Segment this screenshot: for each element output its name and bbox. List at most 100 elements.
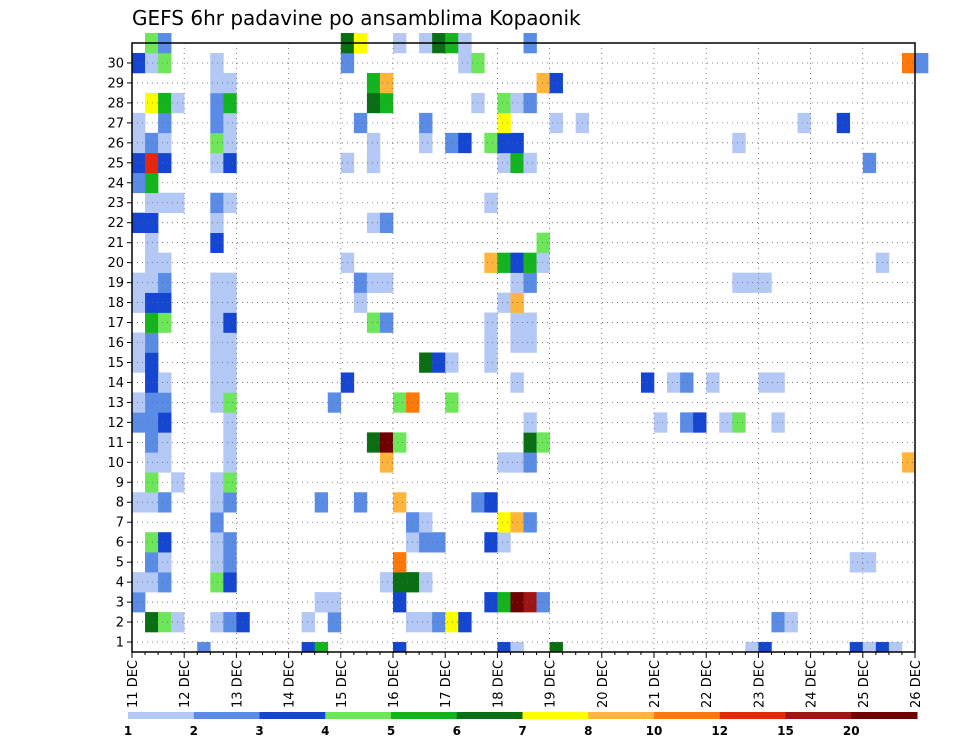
heatmap-cell xyxy=(145,572,159,593)
heatmap-cell xyxy=(523,152,537,174)
heatmap-cell xyxy=(223,532,237,553)
colorbar-swatch xyxy=(325,712,392,719)
x-tick-label: 12 DEC xyxy=(178,660,193,708)
heatmap-cell xyxy=(445,352,459,373)
heatmap-cell xyxy=(327,592,342,613)
heatmap-cell xyxy=(223,132,237,154)
heatmap-cell xyxy=(158,612,172,633)
heatmap-cell xyxy=(210,332,224,353)
heatmap-cell xyxy=(497,252,511,273)
y-tick-label: 29 xyxy=(107,76,124,91)
y-tick-label: 23 xyxy=(107,196,124,211)
heatmap-cell xyxy=(901,452,916,473)
colorbar-swatch xyxy=(588,712,655,719)
heatmap-cell xyxy=(432,352,446,373)
heatmap-cell xyxy=(523,312,537,333)
heatmap-cell xyxy=(458,132,472,154)
heatmap-cell xyxy=(523,412,537,433)
heatmap-cell xyxy=(680,372,694,393)
heatmap-cell xyxy=(353,292,368,313)
colorbar-label: 3 xyxy=(255,724,263,738)
heatmap-cell xyxy=(915,52,929,74)
heatmap-cell xyxy=(497,512,511,533)
heatmap-cell xyxy=(667,372,681,393)
heatmap-cell xyxy=(314,642,329,653)
x-tick-label: 16 DEC xyxy=(387,660,402,708)
heatmap-cell xyxy=(393,642,407,653)
heatmap-cell xyxy=(849,642,864,653)
colorbar-label: 2 xyxy=(190,724,198,738)
heatmap-cell xyxy=(132,132,146,154)
y-tick-label: 9 xyxy=(116,476,124,491)
heatmap-cell xyxy=(497,292,511,313)
x-tick-label: 20 DEC xyxy=(596,660,611,708)
heatmap-cell xyxy=(132,212,146,233)
heatmap-cell xyxy=(145,272,159,293)
colorbar-label: 6 xyxy=(453,724,461,738)
x-tick-label: 25 DEC xyxy=(857,660,872,708)
y-tick-label: 24 xyxy=(107,176,124,191)
heatmap-cell xyxy=(510,642,524,653)
heatmap-cell xyxy=(158,492,172,513)
heatmap-cell xyxy=(210,152,224,174)
heatmap-cell xyxy=(210,112,224,134)
heatmap-cell xyxy=(419,512,433,533)
heatmap-cell xyxy=(758,272,772,293)
heatmap-cell xyxy=(223,412,237,433)
heatmap-cell xyxy=(145,552,159,573)
heatmap-cell xyxy=(223,392,237,413)
heatmap-cell xyxy=(353,112,368,134)
heatmap-cell xyxy=(732,272,746,293)
heatmap-cell xyxy=(132,152,146,174)
heatmap-cell xyxy=(210,612,224,633)
y-tick-label: 22 xyxy=(107,216,124,231)
colorbar-swatch xyxy=(193,712,260,719)
colorbar-label: 7 xyxy=(518,724,526,738)
y-tick-label: 28 xyxy=(107,96,124,111)
heatmap-cell xyxy=(549,642,563,653)
heatmap-cell xyxy=(419,612,433,633)
heatmap-cell xyxy=(445,392,459,413)
heatmap-cell xyxy=(132,352,146,373)
heatmap-cell xyxy=(210,132,224,154)
x-tick-label: 11 DEC xyxy=(126,660,141,708)
heatmap-cell xyxy=(536,592,550,613)
heatmap-cell xyxy=(484,192,498,214)
colorbar: 1 2 3 4 5 6 7 8 10 12 15 20 xyxy=(124,712,918,738)
heatmap-cell xyxy=(484,252,498,273)
heatmap-cell xyxy=(458,612,472,633)
colorbar-label: 20 xyxy=(843,724,860,738)
colorbar-label: 5 xyxy=(387,724,395,738)
heatmap-cell xyxy=(366,152,381,174)
colorbar-swatch xyxy=(851,712,918,719)
heatmap-cell xyxy=(497,132,511,154)
heatmap-cell xyxy=(132,592,146,613)
heatmap-cell xyxy=(523,92,537,114)
heatmap-cell xyxy=(314,592,329,613)
y-tick-label: 30 xyxy=(107,56,124,71)
y-tick-label: 21 xyxy=(107,236,124,251)
heatmap-cell xyxy=(419,572,433,593)
heatmap-cell xyxy=(223,92,237,114)
heatmap-cell xyxy=(145,332,159,353)
y-tick-label: 26 xyxy=(107,136,124,151)
x-tick-label: 13 DEC xyxy=(230,660,245,708)
y-tick-label: 2 xyxy=(116,616,124,631)
heatmap-cell xyxy=(223,292,237,313)
heatmap-cell xyxy=(132,112,146,134)
heatmap-cell xyxy=(523,432,537,453)
heatmap-cell xyxy=(132,172,146,194)
colorbar-swatch xyxy=(522,712,589,719)
heatmap-cell xyxy=(210,492,224,513)
heatmap-cell xyxy=(301,642,315,653)
y-tick-label: 5 xyxy=(116,556,124,571)
colorbar-label: 15 xyxy=(777,724,794,738)
heatmap-cell xyxy=(132,272,146,293)
colorbar-swatch xyxy=(719,712,786,719)
heatmap-cell xyxy=(366,72,381,94)
colorbar-label: 4 xyxy=(321,724,329,738)
x-axis: 11 DEC 12 DEC 13 DEC 14 DEC 15 DEC 16 DEC 17 D… xyxy=(126,652,924,708)
heatmap-cell xyxy=(145,432,159,453)
colorbar-swatch xyxy=(259,712,326,719)
